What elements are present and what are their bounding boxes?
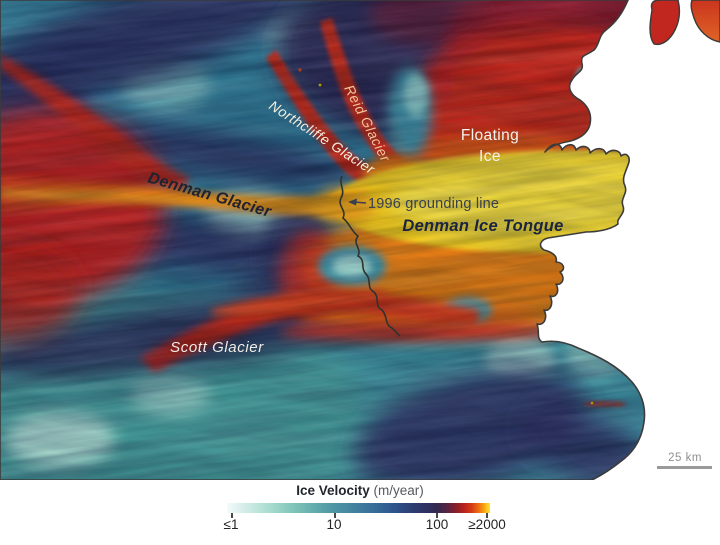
legend-title-text: Ice Velocity [296, 483, 370, 498]
floating-ice-label-line1: Floating [461, 127, 519, 144]
glacier-flow-painting [0, 0, 645, 480]
legend-tick-mark [436, 513, 438, 518]
floating-ice-label-line2: Ice [479, 148, 501, 165]
scale-bar-line [657, 466, 712, 469]
legend-tick-min: ≤1 [223, 517, 239, 532]
grounding-line-arrow [348, 198, 367, 206]
legend-tick-max: ≥2000 [468, 517, 506, 532]
legend-tick-mark [486, 513, 488, 518]
legend-tick-mark [231, 513, 233, 518]
legend-color-ramp [227, 503, 490, 513]
legend: Ice Velocity (m/year) ≤1 10 100 ≥2000 [0, 480, 720, 545]
grounding-line-label: 1996 grounding line [368, 196, 499, 212]
legend-tick-10: 10 [326, 517, 342, 532]
legend-tick-100: 100 [425, 517, 449, 532]
legend-units: (m/year) [373, 483, 424, 498]
ice-island-b [690, 0, 720, 43]
grounding-line [339, 175, 401, 337]
legend-tick-mark [334, 513, 336, 518]
scale-bar: 25 km [657, 452, 712, 469]
ice-island-a [649, 0, 681, 46]
flow-texture-light [0, 0, 645, 480]
denman-ice-tongue-label: Denman Ice Tongue [402, 217, 563, 235]
legend-title: Ice Velocity (m/year) [0, 483, 720, 498]
ice-velocity-map: Reid Glacier Northcliffe Glacier Denman … [0, 0, 720, 480]
scott-glacier-label: Scott Glacier [170, 339, 264, 356]
scale-bar-label: 25 km [668, 452, 702, 464]
